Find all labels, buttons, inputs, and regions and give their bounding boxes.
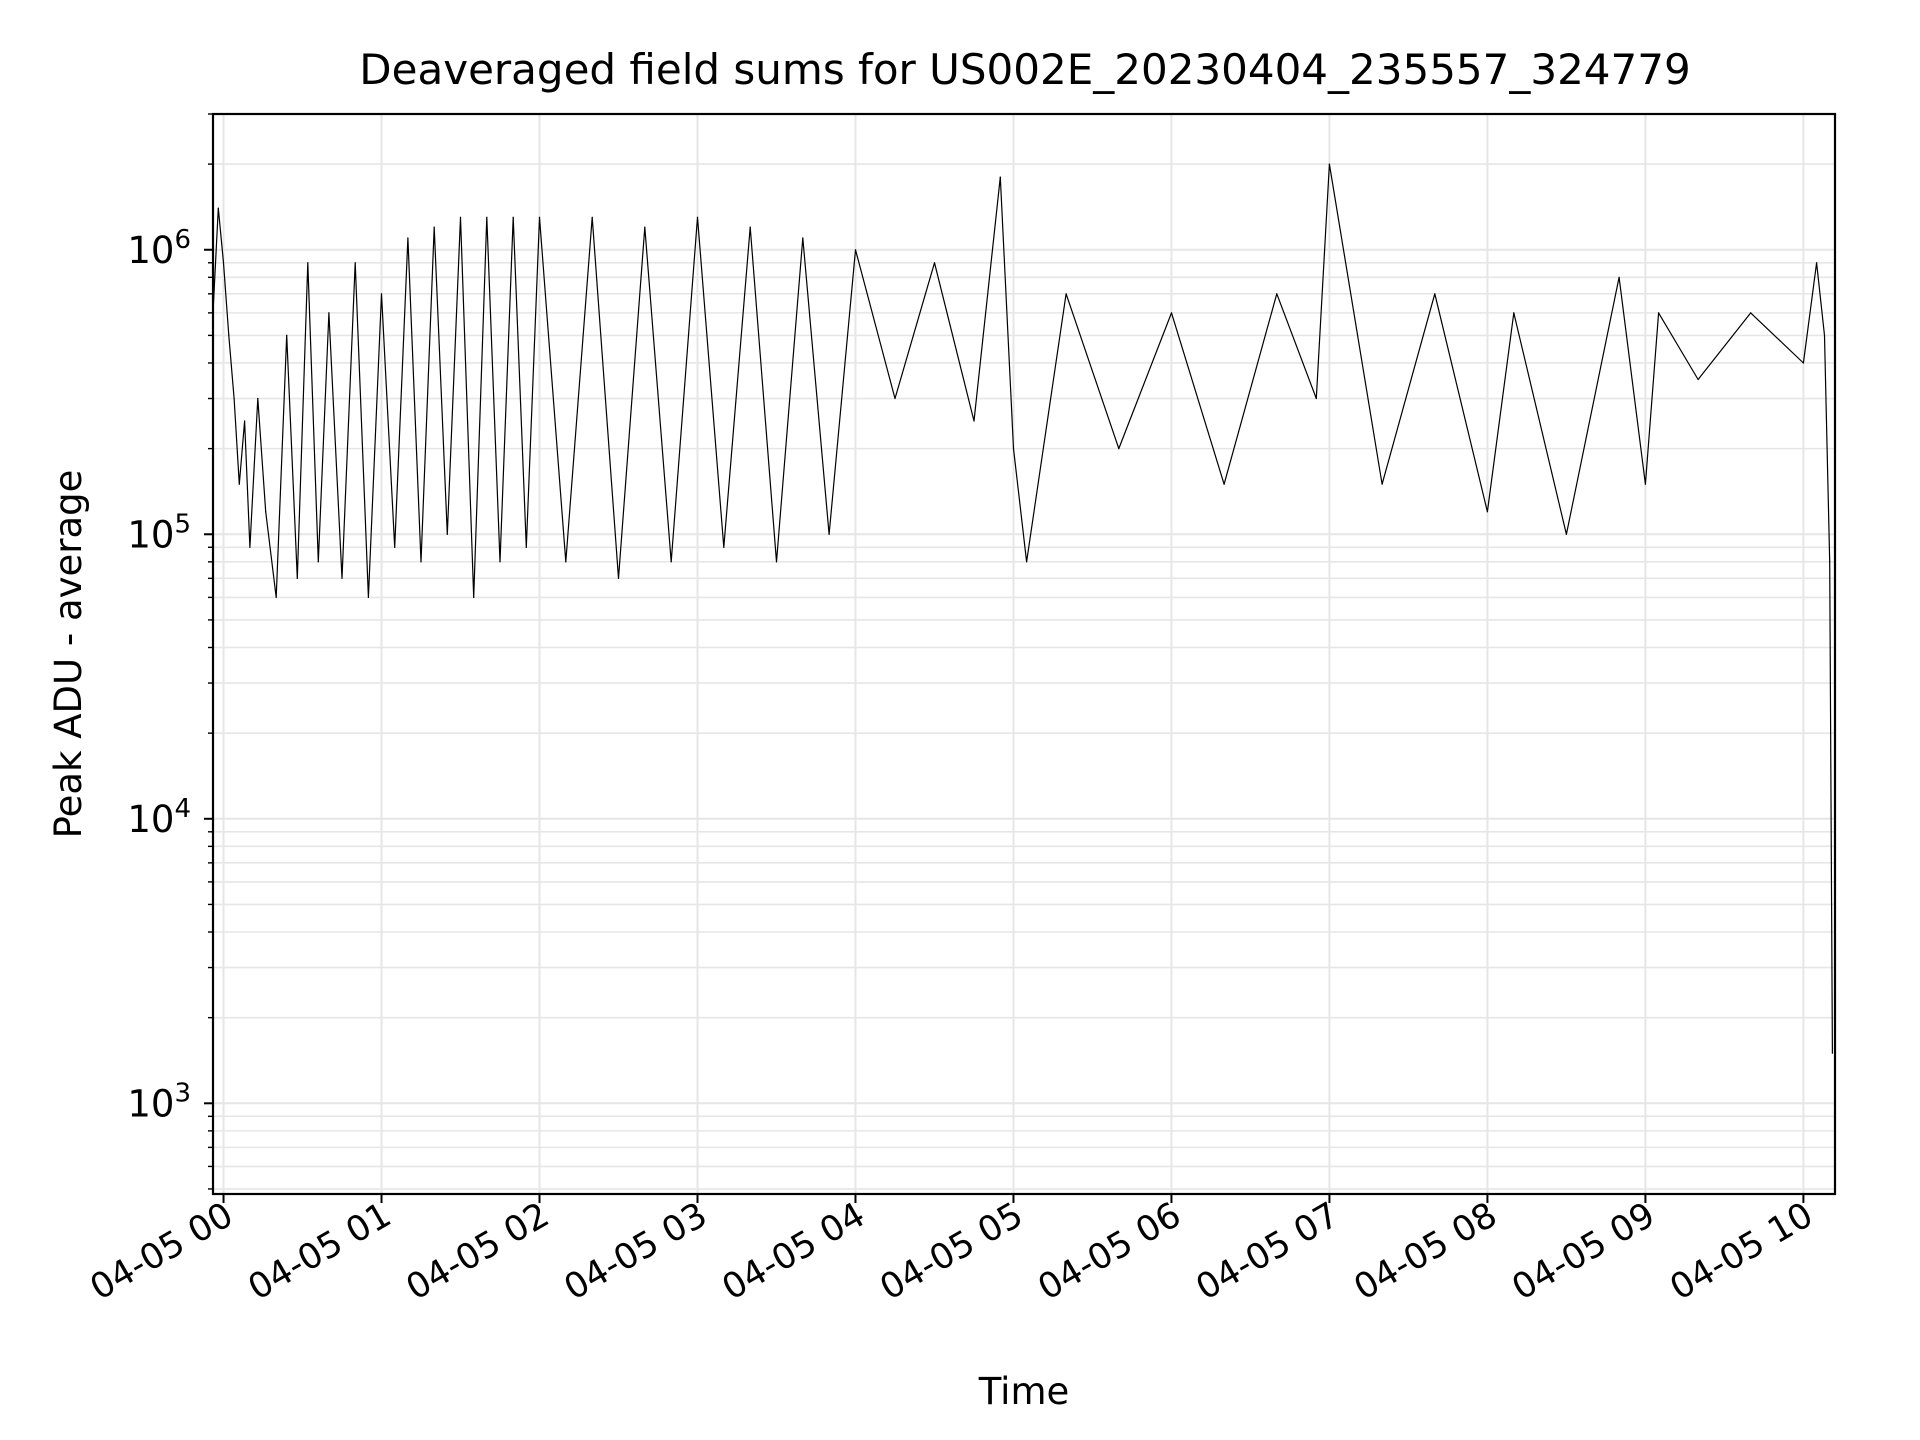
data-point bbox=[1276, 293, 1278, 295]
data-point bbox=[367, 596, 369, 599]
series-layer bbox=[212, 163, 1833, 1054]
data-point bbox=[1486, 511, 1488, 513]
data-point bbox=[1697, 378, 1699, 381]
data-point bbox=[828, 533, 830, 535]
data-point bbox=[394, 546, 396, 548]
data-point bbox=[1026, 561, 1028, 563]
data-point bbox=[433, 226, 435, 228]
data-point bbox=[1434, 293, 1436, 295]
data-point bbox=[233, 397, 235, 400]
data-point bbox=[512, 216, 514, 218]
data-point bbox=[354, 262, 356, 264]
data-point bbox=[723, 546, 725, 548]
data-point bbox=[565, 561, 567, 563]
data-point bbox=[802, 237, 804, 239]
data-point bbox=[446, 533, 448, 535]
data-point bbox=[775, 561, 778, 563]
data-point bbox=[1118, 448, 1120, 450]
data-point bbox=[459, 216, 462, 218]
data-point bbox=[999, 176, 1001, 178]
data-point bbox=[525, 546, 527, 548]
data-point bbox=[328, 312, 330, 314]
data-point bbox=[1328, 163, 1330, 165]
data-point bbox=[894, 397, 896, 400]
data-point bbox=[1802, 362, 1804, 364]
data-point bbox=[286, 334, 288, 336]
y-axis-label: Peak ADU - average bbox=[47, 470, 90, 839]
series-line bbox=[212, 163, 1833, 1054]
data-point bbox=[1823, 334, 1826, 336]
data-point bbox=[1170, 312, 1173, 314]
data-point bbox=[265, 511, 267, 513]
data-point bbox=[696, 216, 699, 218]
data-point bbox=[1618, 276, 1620, 278]
data-point bbox=[854, 249, 857, 251]
data-point bbox=[420, 561, 422, 563]
data-point bbox=[1315, 397, 1317, 400]
data-point bbox=[473, 596, 475, 599]
y-tick-label: 104 bbox=[127, 794, 191, 841]
data-point bbox=[1565, 533, 1567, 535]
data-point bbox=[1065, 293, 1067, 295]
data-point bbox=[538, 216, 541, 218]
data-point bbox=[244, 420, 246, 422]
data-point bbox=[317, 561, 319, 563]
plot-frame bbox=[211, 112, 1837, 1196]
data-point bbox=[217, 207, 219, 209]
data-point bbox=[1012, 448, 1015, 450]
data-point bbox=[380, 293, 383, 295]
data-point bbox=[407, 237, 409, 239]
data-point bbox=[1223, 483, 1225, 485]
data-point bbox=[257, 397, 259, 400]
data-point bbox=[1829, 561, 1831, 563]
data-point bbox=[222, 262, 225, 264]
data-point bbox=[1750, 312, 1752, 314]
data-point bbox=[644, 226, 646, 228]
data-point bbox=[670, 561, 672, 563]
y-axis: 103 104 105 106 bbox=[127, 113, 213, 1190]
x-axis-label: Time bbox=[978, 1370, 1070, 1413]
data-point bbox=[933, 262, 936, 264]
data-point bbox=[1831, 1052, 1833, 1054]
y-tick-label: 105 bbox=[127, 509, 191, 556]
y-tick-label: 103 bbox=[127, 1078, 191, 1125]
data-point bbox=[499, 561, 501, 563]
data-point bbox=[249, 546, 251, 548]
data-point bbox=[307, 262, 309, 264]
data-point bbox=[296, 577, 298, 579]
data-point bbox=[238, 483, 240, 485]
data-point bbox=[228, 334, 230, 336]
data-point bbox=[1816, 262, 1818, 264]
data-point bbox=[1658, 312, 1660, 314]
data-point bbox=[973, 420, 975, 422]
data-point bbox=[486, 216, 488, 218]
data-point bbox=[749, 226, 751, 228]
data-point bbox=[341, 577, 343, 579]
data-point bbox=[1381, 483, 1383, 485]
data-point bbox=[617, 577, 620, 579]
chart-title: Deaveraged field sums for US002E_2023040… bbox=[359, 45, 1690, 94]
data-point bbox=[1513, 312, 1515, 314]
data-point bbox=[591, 216, 593, 218]
data-point bbox=[275, 596, 277, 599]
data-point bbox=[1644, 483, 1646, 485]
y-tick-label: 106 bbox=[127, 225, 191, 272]
